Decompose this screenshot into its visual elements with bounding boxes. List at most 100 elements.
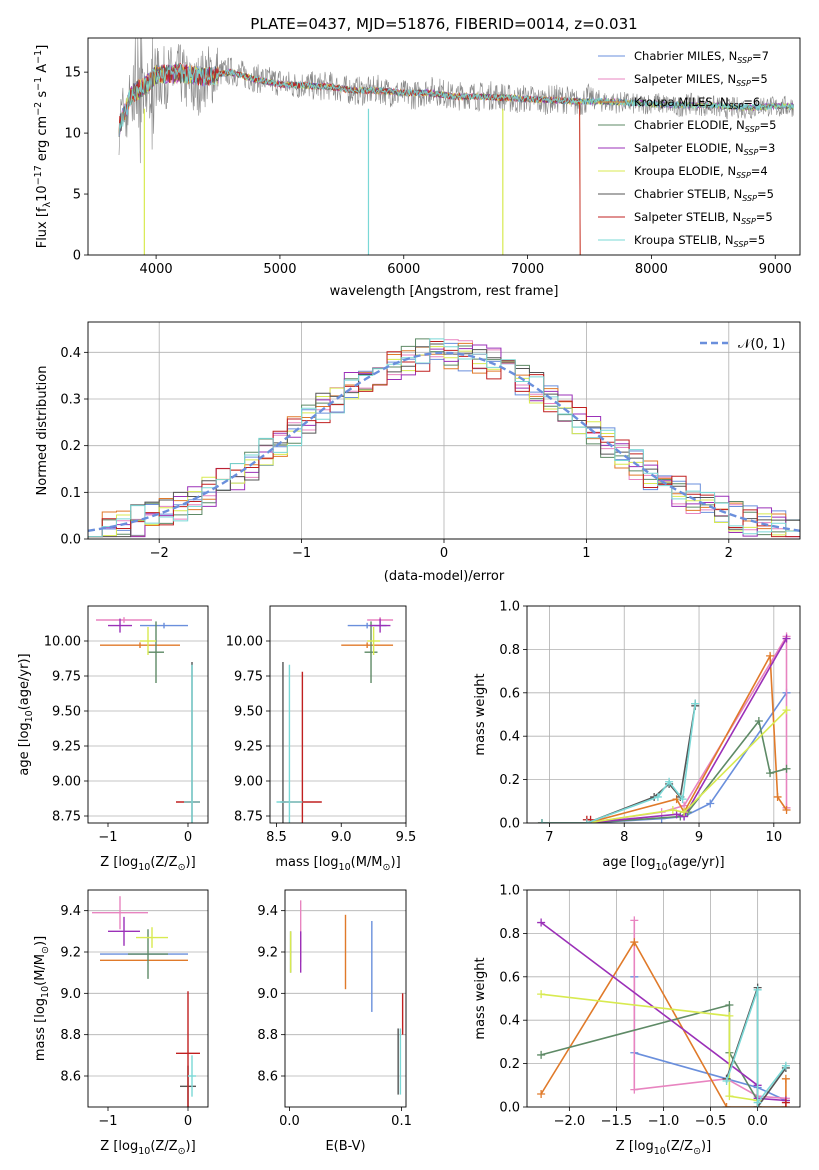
y-tick-label: 8.6 bbox=[257, 1070, 278, 1085]
mass-weight-marker bbox=[537, 990, 546, 999]
mass-weight-marker bbox=[537, 819, 546, 823]
y-tick-label: 8.75 bbox=[52, 810, 81, 825]
mass-weight-marker bbox=[706, 799, 715, 808]
mass-weight-marker bbox=[782, 634, 791, 643]
y-tick-label: 9.00 bbox=[52, 775, 81, 790]
errorbar-plot-area bbox=[276, 617, 394, 823]
page-title: PLATE=0437, MJD=51876, FIBERID=0014, z=0… bbox=[250, 15, 637, 33]
errorbar-plot-area bbox=[289, 900, 404, 1095]
y-tick-label: 9.0 bbox=[60, 987, 81, 1002]
x-tick-label: 0.0 bbox=[747, 1114, 768, 1129]
y-tick-label: 1.0 bbox=[499, 884, 520, 899]
mass-weight-marker bbox=[781, 1098, 790, 1107]
y-tick-label: 0.8 bbox=[499, 927, 520, 942]
legend-label: Chabrier MILES, NSSP=7 bbox=[634, 49, 769, 65]
y-axis-label: mass weight bbox=[473, 957, 488, 1039]
x-axis-label: (data-model)/error bbox=[384, 569, 505, 584]
mass-weight-marker bbox=[753, 1098, 762, 1107]
legend-label: Salpeter STELIB, NSSP=5 bbox=[634, 210, 773, 226]
mass-weight-marker bbox=[722, 1103, 731, 1107]
axes-frame bbox=[87, 37, 801, 256]
mass-weight-line-chabrier-elodie bbox=[540, 1003, 759, 1101]
y-tick-label: 8.8 bbox=[60, 1028, 81, 1043]
y-axis-label: age [log10(age/yr)] bbox=[17, 653, 35, 775]
mass-weight-marker bbox=[782, 764, 791, 773]
mass-weight-line-kroupa-stelib bbox=[725, 989, 787, 1106]
spectrum-legend: Chabrier MILES, NSSP=7 Salpeter MILES, NS… bbox=[598, 49, 776, 249]
age-vs-mass-panel: 8.5 9.0 9.5 8.75 9.00 9.25 9.50 9.75 10.00 mass [… bbox=[226, 605, 416, 873]
y-axis-label: mass [log10(M/M⊙)] bbox=[33, 936, 51, 1061]
errorbar-plot-area bbox=[96, 617, 200, 823]
y-tick-label: 0 bbox=[73, 249, 81, 264]
y-tick-label: 0.0 bbox=[499, 817, 520, 832]
y-tick-label: 9.4 bbox=[60, 904, 81, 919]
y-tick-label: 15 bbox=[64, 66, 81, 81]
mass-weight-line-chabrier-stelib bbox=[725, 987, 787, 1107]
axes-frame bbox=[269, 605, 407, 824]
x-tick-label: −1 bbox=[98, 1114, 117, 1129]
y-tick-label: 9.75 bbox=[234, 670, 263, 685]
axes-frame bbox=[526, 605, 801, 824]
legend-label: Salpeter MILES, NSSP=5 bbox=[634, 72, 768, 88]
x-tick-label: 0 bbox=[440, 546, 448, 561]
y-tick-label: 0.2 bbox=[499, 773, 520, 788]
age-vs-metallicity-panel: −1 0 8.75 9.00 9.25 9.50 9.75 10.00 Z [log10(Z/Z… bbox=[17, 605, 209, 873]
spectrum-panel: 4000 5000 6000 7000 8000 9000 0 5 10 15 wavelength… bbox=[33, 37, 801, 299]
y-tick-label: 10.00 bbox=[226, 635, 263, 650]
model-line-kroupa-stelib bbox=[118, 63, 795, 137]
mass-weight-marker bbox=[773, 792, 782, 801]
mass-weight-marker bbox=[630, 938, 639, 947]
mass-weight-marker bbox=[672, 810, 681, 819]
x-tick-label: −2 bbox=[150, 546, 169, 561]
mass-weight-marker bbox=[725, 1011, 734, 1020]
y-tick-label: 0.2 bbox=[499, 1057, 520, 1072]
mass-weight-marker bbox=[537, 1050, 546, 1059]
mass-weight-marker bbox=[781, 1061, 790, 1070]
axes-frame bbox=[87, 605, 209, 824]
x-tick-label: 0.1 bbox=[391, 1114, 412, 1129]
legend-label: Chabrier STELIB, NSSP=5 bbox=[634, 187, 774, 203]
legend-label: Kroupa STELIB, NSSP=5 bbox=[634, 233, 765, 249]
y-axis-label: Normed distribution bbox=[35, 366, 50, 496]
histogram-plot-area bbox=[88, 338, 800, 538]
mass-weight-marker bbox=[725, 1001, 734, 1010]
mass-vs-extinction-panel: 0.0 0.1 8.6 8.8 9.0 9.2 9.4 E(B-V) bbox=[257, 889, 412, 1154]
mass-weight-marker bbox=[630, 916, 639, 925]
mass-weight-marker bbox=[753, 985, 762, 994]
gaussian-legend-label: 𝒩(0, 1) bbox=[738, 337, 785, 352]
histogram-step-kroupa-stelib bbox=[88, 338, 800, 538]
y-tick-label: 1.0 bbox=[499, 600, 520, 615]
y-tick-label: 5 bbox=[73, 188, 81, 203]
x-axis-label: mass [log10(M/M⊙)] bbox=[275, 855, 400, 873]
x-tick-label: −2.0 bbox=[554, 1114, 586, 1129]
mass-weight-vs-metallicity-panel: −2.0 −1.5 −1.0 −0.5 0.0 0.0 0.2 0.4 0.6 0.8 1.0 Z [… bbox=[473, 884, 801, 1157]
y-axis-label: Flux [fλ10−17 erg cm−2 s−1 A−1] bbox=[33, 45, 53, 249]
mass-weight-marker bbox=[665, 777, 674, 786]
y-tick-label: 0.1 bbox=[60, 486, 81, 501]
mass-weight-marker bbox=[722, 1076, 731, 1085]
y-tick-label: 0.0 bbox=[60, 533, 81, 548]
x-tick-label: −1.5 bbox=[601, 1114, 633, 1129]
x-tick-label: −0.5 bbox=[695, 1114, 727, 1129]
x-tick-label: 2 bbox=[725, 546, 733, 561]
y-tick-label: 0.0 bbox=[499, 1101, 520, 1116]
spectrum-plot-area bbox=[118, 38, 795, 255]
x-tick-label: 8 bbox=[620, 830, 628, 845]
mass-weight-line-kroupa-stelib bbox=[542, 703, 697, 823]
legend-label: Chabrier ELODIE, NSSP=5 bbox=[634, 118, 776, 134]
y-tick-label: 9.25 bbox=[234, 740, 263, 755]
mass-weight-line-salpeter-elodie bbox=[542, 638, 788, 823]
y-tick-label: 9.2 bbox=[257, 946, 278, 961]
mass-weight-marker bbox=[537, 1089, 546, 1098]
y-axis-label: mass weight bbox=[473, 673, 488, 755]
x-axis-label: Z [log10(Z/Z⊙)] bbox=[100, 1139, 195, 1157]
line-plot-area bbox=[537, 632, 791, 823]
x-tick-label: −1 bbox=[292, 546, 311, 561]
y-tick-label: 10.00 bbox=[44, 635, 81, 650]
y-tick-label: 9.00 bbox=[234, 775, 263, 790]
x-tick-label: 8000 bbox=[635, 262, 668, 277]
mass-weight-marker bbox=[691, 699, 700, 708]
mass-weight-marker bbox=[754, 717, 763, 726]
mass-weight-marker bbox=[668, 805, 677, 814]
